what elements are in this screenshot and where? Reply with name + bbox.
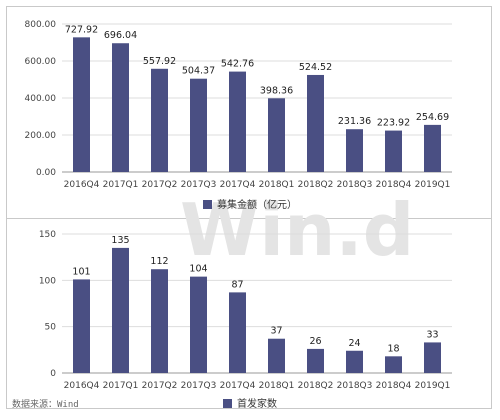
chart-ipo-count: 0 50 100 150 101 2016Q4 135 2017Q1 112 2017Q2 104 2… (39, 230, 452, 410)
top-y-tick-label: 0.00 (36, 168, 56, 178)
bottom-bar-2018Q1 (268, 338, 285, 373)
bottom-x-tick-label: 2019Q1 (415, 381, 451, 391)
top-value-label: 398.36 (260, 85, 293, 96)
bottom-value-label: 101 (72, 266, 90, 277)
bottom-legend-label: 首发家数 (237, 397, 277, 410)
bottom-value-label: 18 (387, 343, 399, 354)
top-y-tick-label: 400.00 (25, 94, 57, 104)
bottom-x-tick-label: 2017Q2 (142, 381, 178, 391)
bottom-x-tick-label: 2017Q1 (103, 381, 139, 391)
top-legend-swatch (203, 200, 212, 209)
top-x-tick-label: 2017Q2 (142, 180, 178, 190)
bottom-y-tick-label: 150 (39, 230, 56, 240)
top-y-tick-label: 600.00 (25, 57, 57, 67)
top-x-tick-label: 2017Q3 (181, 180, 217, 190)
top-value-label: 542.76 (221, 59, 254, 70)
top-x-tick-label: 2018Q2 (298, 180, 334, 190)
bottom-bar-2018Q4 (385, 356, 402, 373)
top-x-tick-label: 2017Q1 (103, 180, 139, 190)
bottom-value-label: 37 (270, 326, 282, 337)
bottom-value-label: 135 (111, 235, 129, 246)
top-x-tick-label: 2019Q1 (415, 180, 451, 190)
top-x-tick-label: 2016Q4 (64, 180, 100, 190)
top-bar-2018Q4 (385, 130, 402, 172)
top-value-label: 254.69 (416, 112, 449, 123)
bottom-x-tick-label: 2018Q4 (376, 381, 412, 391)
bottom-x-tick-label: 2017Q4 (220, 381, 256, 391)
top-value-label: 231.36 (338, 116, 371, 127)
bottom-bar-2017Q2 (151, 269, 168, 373)
bottom-x-tick-label: 2018Q3 (337, 381, 373, 391)
bottom-bar-2017Q4 (229, 292, 246, 373)
bottom-bar-2017Q1 (112, 247, 129, 373)
top-value-label: 504.37 (182, 66, 215, 77)
top-value-label: 223.92 (377, 118, 410, 129)
top-bar-2018Q3 (346, 129, 363, 172)
top-bar-2019Q1 (424, 124, 441, 172)
top-x-tick-label: 2018Q1 (259, 180, 295, 190)
source-note: 数据来源：Wind (12, 398, 79, 410)
bottom-y-tick-label: 50 (45, 323, 57, 333)
bottom-legend-swatch (223, 399, 232, 408)
bottom-bar-2019Q1 (424, 342, 441, 373)
top-bar-2017Q1 (112, 43, 129, 172)
chart-frame (6, 6, 492, 409)
bottom-bar-2017Q3 (190, 276, 207, 373)
bottom-x-tick-label: 2018Q2 (298, 381, 334, 391)
bottom-x-tick-label: 2016Q4 (64, 381, 100, 391)
chart-fundraising: 0.00 200.00 400.00 600.00 800.00 727.92 2016Q4… (25, 20, 452, 211)
panel-divider (6, 218, 492, 219)
top-bar-2017Q4 (229, 71, 246, 172)
bottom-bar-2016Q4 (73, 279, 90, 373)
top-value-label: 696.04 (104, 30, 137, 41)
top-x-tick-label: 2017Q4 (220, 180, 256, 190)
bottom-value-label: 87 (231, 279, 243, 290)
top-bar-2016Q4 (73, 37, 90, 172)
top-x-tick-label: 2018Q4 (376, 180, 412, 190)
bottom-x-tick-label: 2018Q1 (259, 381, 295, 391)
bottom-value-label: 24 (348, 338, 360, 349)
bottom-value-label: 26 (309, 336, 321, 347)
top-bar-2017Q2 (151, 68, 168, 172)
top-value-label: 557.92 (143, 56, 176, 67)
bottom-bar-2018Q2 (307, 348, 324, 373)
top-x-tick-label: 2018Q3 (337, 180, 373, 190)
bottom-y-tick-label: 0 (50, 369, 56, 379)
top-value-label: 524.52 (299, 62, 332, 73)
bottom-value-label: 112 (150, 256, 168, 267)
top-bar-2018Q2 (307, 74, 324, 172)
top-value-label: 727.92 (65, 24, 98, 35)
bottom-value-label: 104 (189, 264, 207, 275)
watermark-text: Win.d (180, 188, 414, 272)
bottom-value-label: 33 (426, 329, 438, 340)
top-bar-2017Q3 (190, 78, 207, 172)
bottom-y-tick-label: 100 (39, 276, 56, 286)
top-bar-2018Q1 (268, 98, 285, 172)
top-legend-label: 募集金额（亿元） (217, 198, 297, 211)
top-y-tick-label: 800.00 (25, 20, 57, 30)
bottom-bar-2018Q3 (346, 350, 363, 373)
top-y-tick-label: 200.00 (25, 131, 57, 141)
bottom-x-tick-label: 2017Q3 (181, 381, 217, 391)
